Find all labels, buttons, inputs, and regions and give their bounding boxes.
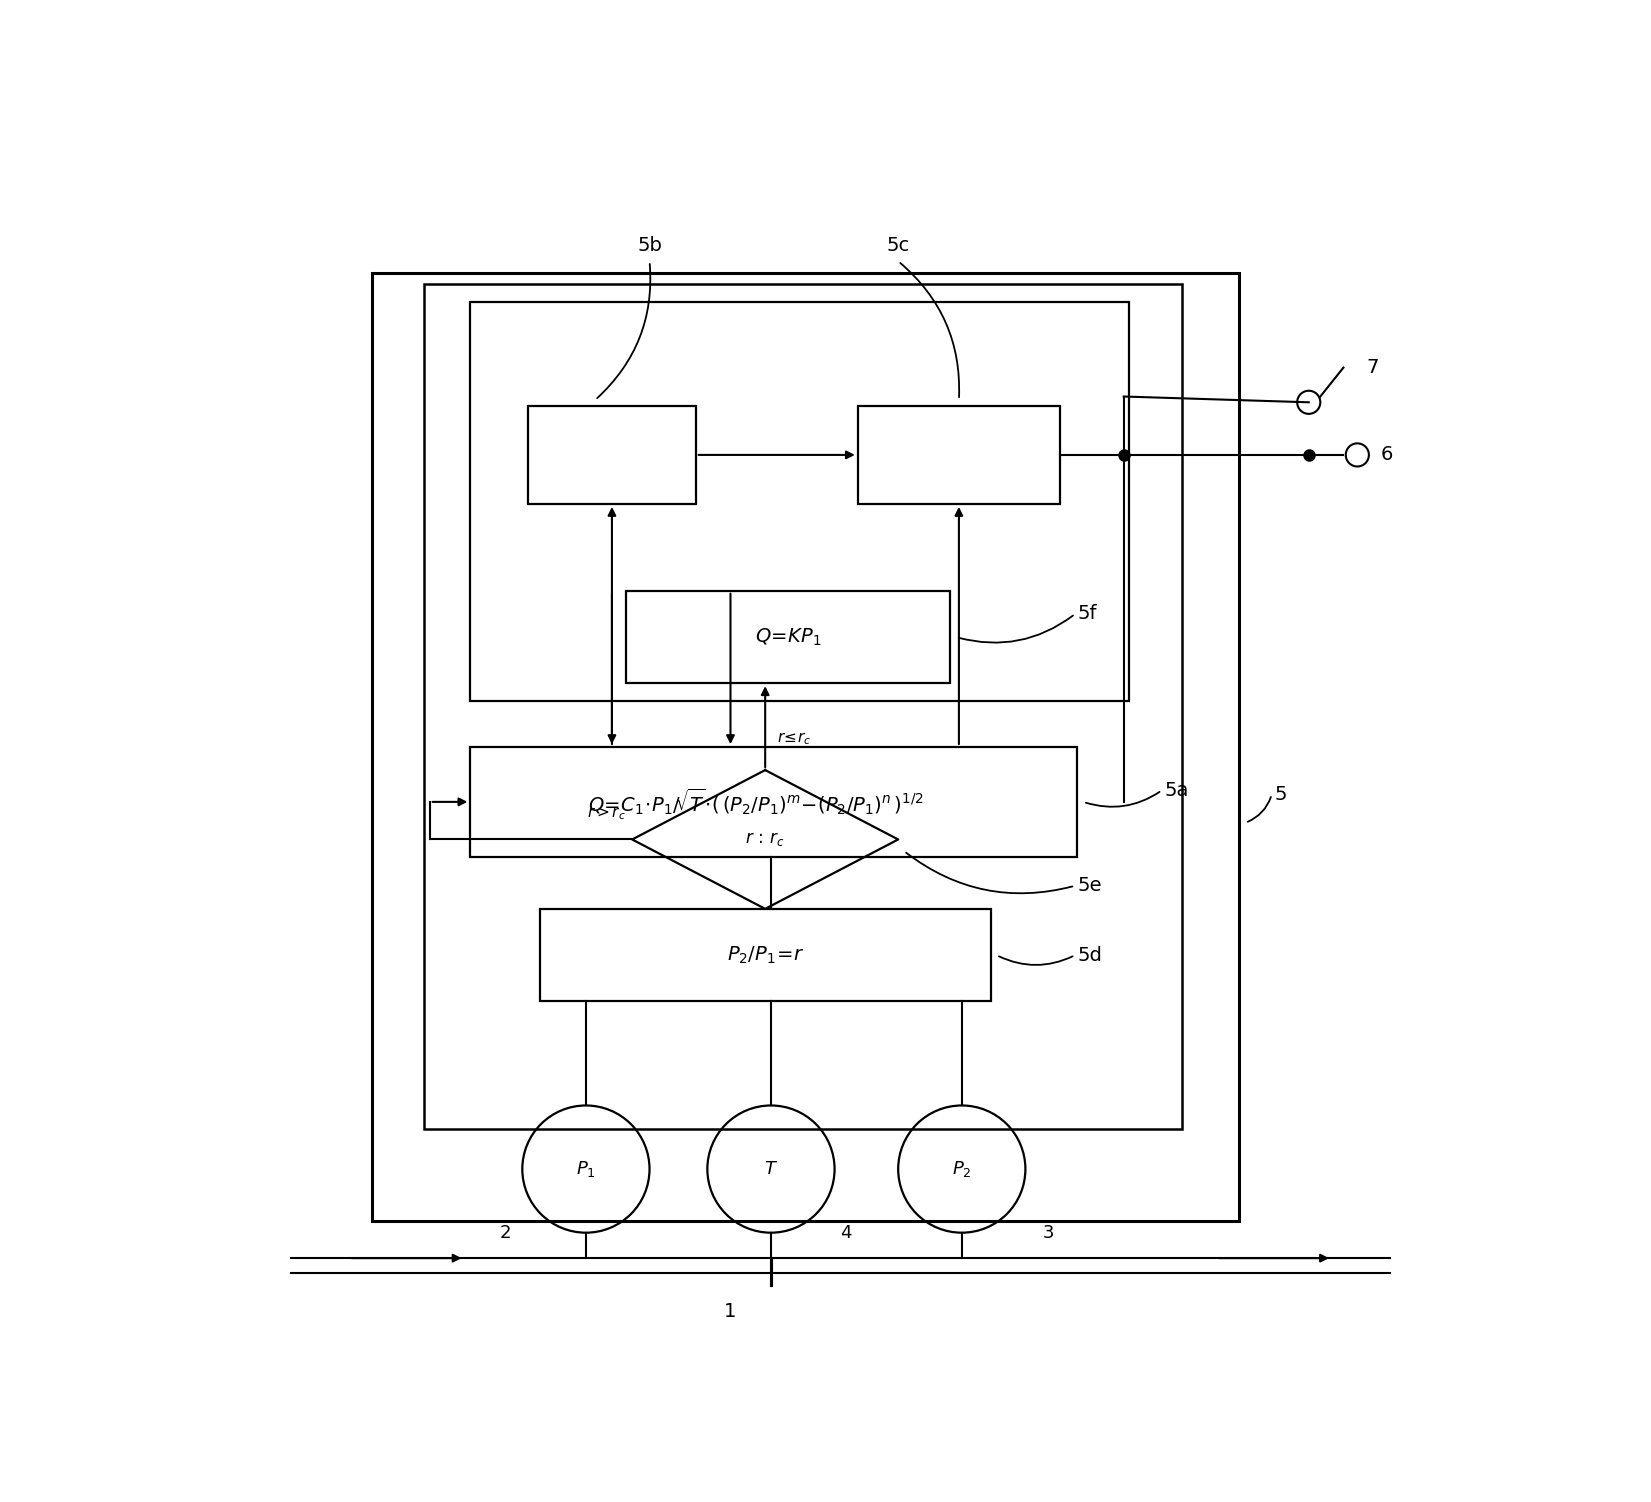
Text: 5d: 5d [1078,946,1103,964]
Text: 3: 3 [1043,1224,1055,1242]
Bar [471,746,1078,856]
Bar [371,273,1240,1221]
Bar [540,909,991,1002]
Text: 5f: 5f [1078,604,1096,623]
Bar [626,590,951,683]
Text: $P_2/P_1\!=\!r$: $P_2/P_1\!=\!r$ [726,945,804,966]
Text: $T$: $T$ [764,1160,778,1178]
Text: $Q\!=\!KP_1$: $Q\!=\!KP_1$ [755,626,822,647]
Text: 5b: 5b [637,236,662,255]
Text: $r\!\leq\!r_c$: $r\!\leq\!r_c$ [776,730,811,746]
Bar [528,406,695,505]
Text: $P_2$: $P_2$ [953,1160,971,1179]
Text: 1: 1 [725,1302,736,1322]
Text: 6: 6 [1380,446,1393,464]
Text: 4: 4 [840,1224,852,1242]
Text: 7: 7 [1367,357,1379,377]
Text: 5a: 5a [1164,781,1189,799]
Text: $r>r_c$: $r>r_c$ [588,805,626,822]
Text: 2: 2 [499,1224,510,1242]
Bar [424,284,1182,1128]
Text: 5: 5 [1275,786,1286,804]
Text: 5e: 5e [1078,876,1101,895]
Text: 5c: 5c [887,236,910,255]
Text: $Q\!=\!C_1\!\cdot\!P_1/\!\sqrt{T}\!\cdot\!(\,(P_2/P_1)^m\!-\!(P_2/P_1)^n\,)^{1/2: $Q\!=\!C_1\!\cdot\!P_1/\!\sqrt{T}\!\cdot… [588,787,923,817]
Bar [471,302,1129,700]
Text: $r\,:\,r_c$: $r\,:\,r_c$ [746,831,784,849]
Bar [859,406,1060,505]
Text: $P_1$: $P_1$ [576,1160,596,1179]
